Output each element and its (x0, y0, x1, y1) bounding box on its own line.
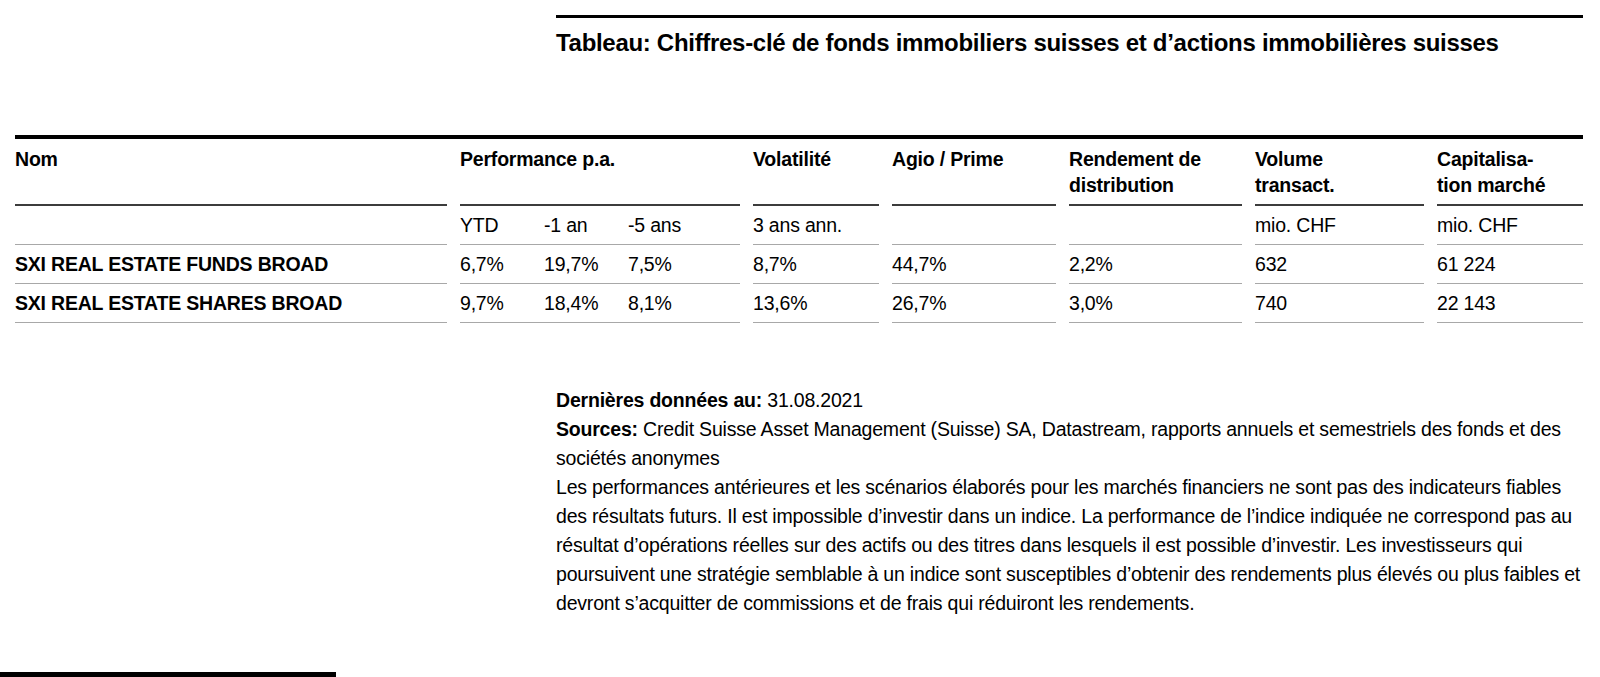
column-header-agio-prime: Agio / Prime (892, 139, 1056, 206)
disclaimer-text: Les performances antérieures et les scén… (556, 473, 1586, 618)
value-volatilite: 13,6% (753, 284, 879, 323)
key-figures-table: Nom Performance p.a. Volatilité Agio / P… (15, 135, 1583, 323)
subheader-volume-unit: mio. CHF (1255, 206, 1424, 245)
title-block: Tableau: Chiffres-clé de fonds immobilie… (556, 15, 1583, 58)
title-top-rule (556, 15, 1583, 18)
value-agio: 44,7% (892, 245, 1056, 284)
value-1an: 18,4% (544, 292, 628, 315)
column-header-performance: Performance p.a. (460, 139, 740, 206)
volume-header-label: Volume transact. (1255, 146, 1360, 198)
last-data-label: Dernières données au: (556, 389, 762, 411)
bottom-left-rule (0, 672, 336, 677)
sources-text: Credit Suisse Asset Management (Suisse) … (556, 418, 1561, 469)
row-name: SXI REAL ESTATE SHARES BROAD (15, 284, 447, 323)
value-1an: 19,7% (544, 253, 628, 276)
value-volume: 740 (1255, 284, 1424, 323)
column-header-volume-transact: Volume transact. (1255, 139, 1424, 206)
subheader-5ans: -5 ans (628, 214, 740, 237)
subheader-1an: -1 an (544, 214, 628, 237)
value-rendement: 3,0% (1069, 284, 1242, 323)
column-header-volatilite: Volatilité (753, 139, 879, 206)
capitalisation-header-line1: Capitalisa- (1437, 148, 1533, 170)
value-rendement: 2,2% (1069, 245, 1242, 284)
subheader-performance-group: YTD -1 an -5 ans (460, 206, 740, 245)
column-header-capitalisation-marche: Capitalisa-tion marché (1437, 139, 1583, 206)
row-name: SXI REAL ESTATE FUNDS BROAD (15, 245, 447, 284)
value-capitalisation: 22 143 (1437, 284, 1583, 323)
subheader-capitalisation-unit: mio. CHF (1437, 206, 1583, 245)
table-row-shares-broad: SXI REAL ESTATE SHARES BROAD 9,7% 18,4% … (15, 284, 1583, 323)
table-row-funds-broad: SXI REAL ESTATE FUNDS BROAD 6,7% 19,7% 7… (15, 245, 1583, 284)
column-header-rendement-distribution: Rendement de distribution (1069, 139, 1242, 206)
value-5ans: 8,1% (628, 292, 740, 315)
table-header-row: Nom Performance p.a. Volatilité Agio / P… (15, 139, 1583, 206)
subheader-agio-empty (892, 206, 1056, 245)
page-title: Tableau: Chiffres-clé de fonds immobilie… (556, 27, 1561, 58)
last-data-value: 31.08.2021 (767, 389, 863, 411)
subheader-volatilite-period: 3 ans ann. (753, 206, 879, 245)
subheader-nom-empty (15, 206, 447, 245)
value-agio: 26,7% (892, 284, 1056, 323)
value-capitalisation: 61 224 (1437, 245, 1583, 284)
sources-line: Sources: Credit Suisse Asset Management … (556, 415, 1586, 473)
value-5ans: 7,5% (628, 253, 740, 276)
value-volume: 632 (1255, 245, 1424, 284)
subheader-ytd: YTD (460, 214, 544, 237)
document-page: Tableau: Chiffres-clé de fonds immobilie… (0, 0, 1600, 677)
column-header-nom: Nom (15, 139, 447, 206)
last-data-line: Dernières données au: 31.08.2021 (556, 386, 1586, 415)
capitalisation-header-line2: tion marché (1437, 174, 1545, 196)
row-performance-values: 6,7% 19,7% 7,5% (460, 245, 740, 284)
value-volatilite: 8,7% (753, 245, 879, 284)
row-performance-values: 9,7% 18,4% 8,1% (460, 284, 740, 323)
footer-notes: Dernières données au: 31.08.2021 Sources… (556, 386, 1586, 618)
value-ytd: 6,7% (460, 253, 544, 276)
subheader-rendement-empty (1069, 206, 1242, 245)
table-subheader-row: YTD -1 an -5 ans 3 ans ann. mio. CHF mio… (15, 206, 1583, 245)
sources-label: Sources: (556, 418, 638, 440)
value-ytd: 9,7% (460, 292, 544, 315)
